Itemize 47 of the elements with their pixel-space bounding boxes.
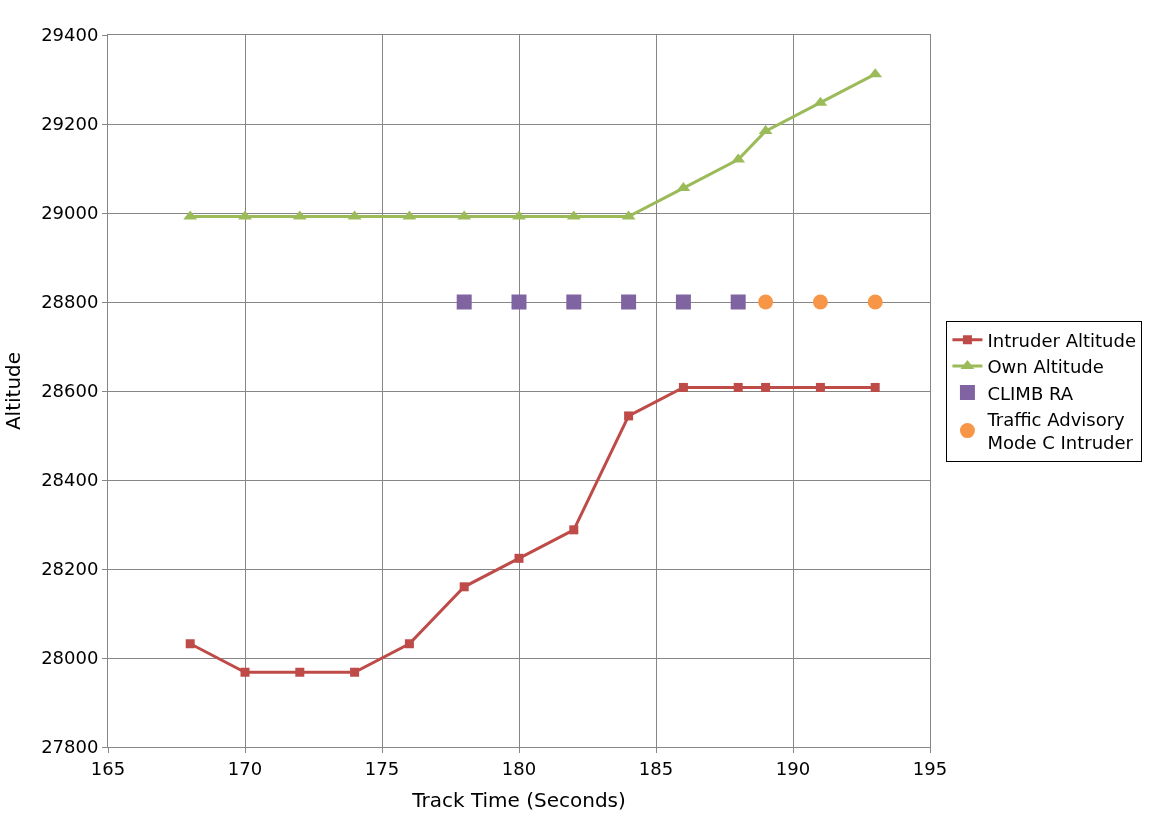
y-tick-label: 28200 [41, 558, 99, 580]
point [815, 382, 825, 392]
x-tick-label: 170 [227, 757, 263, 779]
y-tick-label: 28400 [41, 469, 99, 491]
point [514, 553, 524, 563]
x-tick-label: 195 [912, 757, 948, 779]
y-tick-label: 28600 [41, 380, 99, 402]
point [238, 210, 252, 220]
point [295, 667, 305, 677]
point [459, 582, 469, 592]
point [730, 294, 746, 310]
point [240, 667, 250, 677]
point [675, 294, 691, 310]
x-tick-label: 185 [638, 757, 674, 779]
point [621, 294, 637, 310]
point [404, 639, 414, 649]
point [812, 294, 828, 310]
x-axis-title: Track Time (Seconds) [411, 788, 626, 813]
y-tick-label: 29400 [41, 24, 99, 46]
point [758, 294, 774, 310]
point [761, 382, 771, 392]
point [456, 294, 472, 310]
y-tick-label: 27800 [41, 736, 99, 758]
x-tick-label: 190 [775, 757, 811, 779]
y-tick-label: 28800 [41, 291, 99, 313]
point [733, 382, 743, 392]
point [185, 639, 195, 649]
point [867, 294, 883, 310]
point [512, 210, 526, 220]
x-tick-label: 180 [501, 757, 537, 779]
y-tick-label: 28000 [41, 647, 99, 669]
x-tick-label: 165 [90, 757, 126, 779]
legend-label: Own Altitude [987, 356, 1104, 378]
legend-label: CLIMB RA [987, 382, 1074, 404]
legend-label: Traffic Advisory Mode C Intruder [986, 408, 1134, 454]
point [569, 525, 579, 535]
y-tick-label: 29200 [41, 113, 99, 135]
x-tick-label: 175 [364, 757, 400, 779]
legend-label: Intruder Altitude [987, 329, 1136, 351]
point [624, 411, 634, 421]
y-axis-title: Altitude [0, 351, 25, 431]
y-tick-label: 29000 [41, 202, 99, 224]
point [350, 667, 360, 677]
point [678, 382, 688, 392]
point [870, 382, 880, 392]
point [511, 294, 527, 310]
point [566, 294, 582, 310]
